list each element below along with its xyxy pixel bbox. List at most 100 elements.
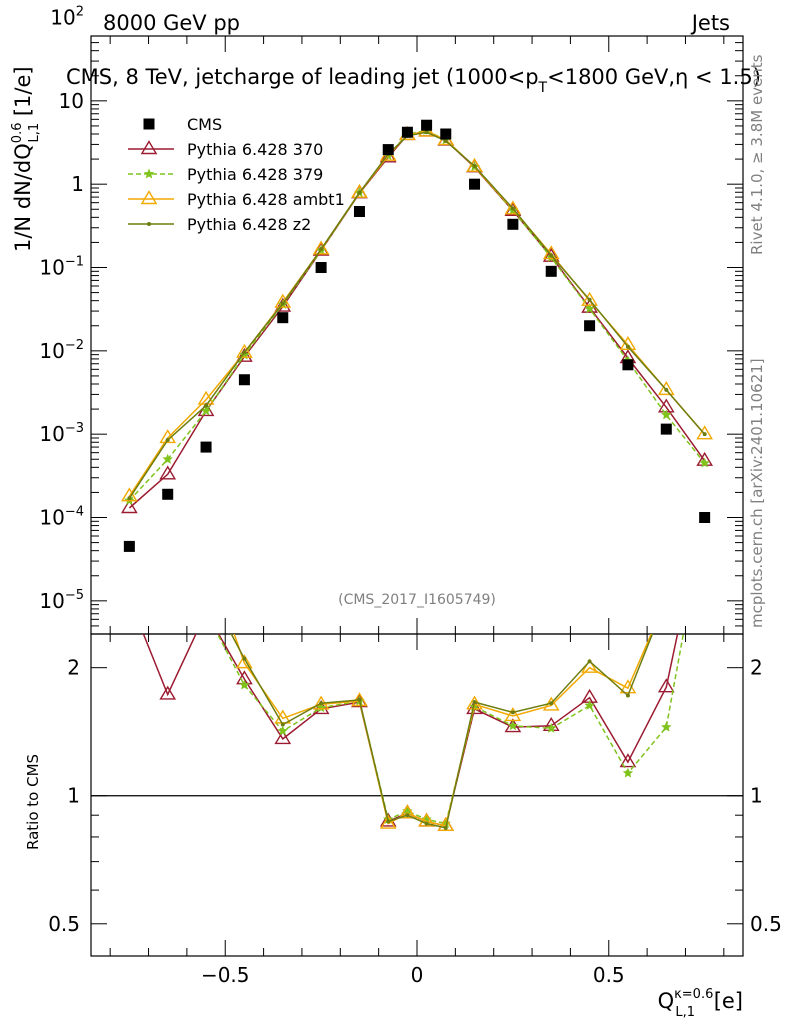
main-pythia-6-428-379-line bbox=[128, 129, 706, 502]
ratio-panel-frame bbox=[90, 633, 744, 957]
legend-label: Pythia 6.428 370 bbox=[187, 140, 323, 159]
legend-point bbox=[143, 118, 155, 130]
legend-entry-pythia-6-428-379: Pythia 6.428 379 bbox=[128, 165, 323, 184]
main-pythia-6-428-z2-point bbox=[357, 190, 362, 195]
ratio-pythia-6-428-z2-point bbox=[549, 701, 554, 706]
ratio-pythia-6-428-ambt1-point bbox=[504, 707, 522, 722]
ratio-pythia-6-428-z2-point bbox=[386, 819, 391, 824]
ratio-axis-ticks: 0.5 0.5 1 1 2 2 −0.5 0 0.5 bbox=[48, 634, 782, 987]
main-cms-point bbox=[660, 423, 672, 435]
main-y-axis-label-unit: [1/e] bbox=[11, 66, 35, 122]
ratio-y-tick-label-right: 2 bbox=[750, 656, 763, 680]
main-pythia-6-428-z2-point bbox=[587, 297, 592, 302]
legend-label: Pythia 6.428 z2 bbox=[187, 215, 311, 234]
main-pythia-6-428-370-point bbox=[274, 297, 292, 312]
main-cms-point bbox=[440, 128, 452, 140]
main-pythia-6-428-z2-point bbox=[242, 350, 247, 355]
main-pythia-6-428-379-point bbox=[699, 457, 710, 468]
ratio-y-tick-label-left: 1 bbox=[67, 784, 80, 808]
ratio-series-layer bbox=[142, 634, 685, 831]
main-cms-point bbox=[200, 441, 212, 453]
main-pythia-6-428-z2-point bbox=[702, 432, 707, 437]
ratio-pythia-6-428-370-point bbox=[504, 718, 522, 733]
main-pythia-6-428-z2-point bbox=[443, 138, 448, 143]
main-pythia-6-428-ambt1-point bbox=[696, 425, 714, 440]
ratio-pythia-6-428-379-line bbox=[216, 634, 685, 825]
ratio-pythia-6-428-z2-point bbox=[625, 693, 630, 698]
ratio-pythia-6-428-z2-point bbox=[472, 700, 477, 705]
legend-point bbox=[140, 190, 158, 205]
ratio-pythia-6-428-379-point bbox=[239, 679, 250, 690]
main-pythia-6-428-z2-point bbox=[127, 496, 132, 501]
legend-label: Pythia 6.428 379 bbox=[187, 165, 323, 184]
main-y-tick-label: 10−2 bbox=[39, 338, 84, 363]
main-y-axis-label-sup: 0.6 bbox=[10, 123, 25, 144]
main-y-tick-label-exp: −4 bbox=[65, 505, 84, 520]
ratio-pythia-6-428-379-point bbox=[421, 813, 432, 824]
main-y-tick-label-base: 10 bbox=[39, 422, 64, 446]
x-tick-label: −0.5 bbox=[201, 963, 250, 987]
main-pythia-6-428-379-point bbox=[584, 303, 595, 314]
ratio-pythia-6-428-ambt1-point bbox=[399, 804, 416, 819]
main-cms-point bbox=[507, 218, 519, 230]
legend-entry-pythia-6-428-370: Pythia 6.428 370 bbox=[128, 140, 323, 159]
legend-point bbox=[143, 168, 155, 179]
ratio-y-axis-label: Ratio to CMS bbox=[24, 754, 42, 850]
ratio-pythia-6-428-z2-point bbox=[280, 722, 285, 727]
plot-title: CMS, 8 TeV, jetcharge of leading jet (10… bbox=[66, 65, 761, 96]
main-pythia-6-428-379-point bbox=[661, 409, 672, 420]
legend-label: Pythia 6.428 ambt1 bbox=[187, 190, 345, 209]
main-y-axis-label-main: 1/N dN/dQ bbox=[11, 143, 35, 252]
main-y-tick-label-exp: −2 bbox=[65, 338, 84, 353]
ratio-y-tick-label-right: 1 bbox=[750, 784, 763, 808]
main-pythia-6-428-370-point bbox=[236, 347, 253, 362]
main-pythia-6-428-ambt1-point bbox=[274, 293, 292, 308]
main-y-tick-label-exp: −3 bbox=[65, 421, 84, 436]
x-axis-label-sub: L,1 bbox=[675, 1005, 695, 1020]
main-y-axis-label-sub: L,1 bbox=[27, 123, 42, 143]
ratio-pythia-6-428-370-point bbox=[657, 678, 675, 693]
legend-entry-pythia-6-428-ambt1: Pythia 6.428 ambt1 bbox=[128, 190, 345, 209]
main-pythia-6-428-ambt1-point bbox=[504, 200, 522, 215]
ratio-pythia-6-428-370-point bbox=[466, 700, 483, 715]
ratio-pythia-6-428-z2-point bbox=[510, 710, 515, 715]
main-y-tick-label-base: 10 bbox=[39, 506, 64, 530]
ratio-pythia-6-428-379-point bbox=[546, 722, 557, 733]
main-series-pythia-6-428-z2 bbox=[127, 130, 707, 501]
main-cms-point bbox=[401, 126, 413, 138]
ratio-y-tick-label-left: 2 bbox=[67, 656, 80, 680]
legend-point bbox=[140, 140, 158, 155]
main-y-tick-label-base: 10 bbox=[50, 6, 75, 30]
ratio-pythia-6-428-z2-point bbox=[242, 656, 247, 661]
legend-label: CMS bbox=[187, 115, 222, 134]
main-pythia-6-428-z2-point bbox=[424, 130, 429, 135]
ratio-series-pythia-6-428-370 bbox=[142, 634, 679, 831]
ratio-pythia-6-428-ambt1-point bbox=[437, 816, 455, 831]
ratio-pythia-6-428-379-point bbox=[622, 767, 634, 778]
ratio-pythia-6-428-379-point bbox=[277, 725, 288, 736]
main-cms-point bbox=[382, 144, 394, 156]
x-axis-label-sup: κ=0.6 bbox=[674, 987, 713, 1002]
x-tick-label: 0.5 bbox=[593, 963, 625, 987]
main-y-tick-label: 10−3 bbox=[39, 421, 84, 446]
legend-point bbox=[147, 222, 151, 226]
main-pythia-6-428-z2-point bbox=[625, 344, 630, 349]
main-cms-point bbox=[584, 320, 596, 332]
main-y-tick-label: 102 bbox=[50, 5, 84, 30]
main-y-tick-label-base: 1 bbox=[71, 172, 84, 196]
ratio-series-pythia-6-428-z2 bbox=[230, 634, 654, 830]
main-cms-point bbox=[699, 512, 711, 524]
main-pythia-6-428-z2-point bbox=[472, 164, 477, 169]
header-left-label: 8000 GeV pp bbox=[103, 11, 240, 35]
main-pythia-6-428-379-point bbox=[162, 453, 173, 464]
ratio-pythia-6-428-z2-point bbox=[357, 697, 362, 702]
ratio-pythia-6-428-379-point bbox=[402, 805, 413, 816]
plot-title-rest: <1800 GeV,η < 1.5) bbox=[547, 65, 761, 89]
main-cms-point bbox=[353, 206, 365, 218]
main-cms-point bbox=[238, 374, 250, 386]
main-pythia-6-428-370-point bbox=[379, 148, 397, 163]
ratio-pythia-6-428-370-point bbox=[274, 730, 292, 745]
main-pythia-6-428-370-point bbox=[159, 465, 177, 480]
main-y-tick-label-exp: 2 bbox=[76, 5, 84, 20]
